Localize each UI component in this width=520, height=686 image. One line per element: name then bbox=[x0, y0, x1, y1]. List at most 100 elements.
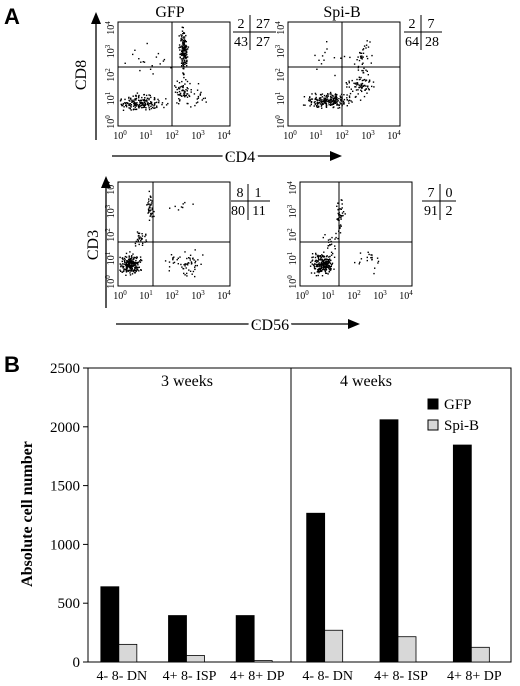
event-dot bbox=[186, 80, 189, 83]
event-dot bbox=[205, 101, 207, 103]
event-dot bbox=[341, 203, 343, 205]
event-dot bbox=[128, 103, 130, 105]
event-dot bbox=[120, 270, 122, 272]
event-dot bbox=[318, 264, 320, 266]
event-dot bbox=[346, 86, 348, 88]
event-dot bbox=[185, 57, 187, 60]
event-dot bbox=[366, 55, 368, 58]
event-dot bbox=[132, 264, 135, 266]
event-dot bbox=[346, 83, 348, 85]
event-dot bbox=[343, 94, 345, 96]
event-dot bbox=[182, 72, 185, 75]
event-dot bbox=[330, 97, 332, 99]
event-dot bbox=[363, 45, 366, 47]
event-dot bbox=[151, 207, 153, 209]
event-dot bbox=[178, 86, 180, 89]
event-dot bbox=[137, 232, 140, 234]
event-dot bbox=[334, 248, 336, 250]
event-dot bbox=[125, 269, 127, 272]
event-dot bbox=[125, 268, 128, 270]
event-dot bbox=[141, 238, 143, 240]
event-dot bbox=[187, 88, 189, 90]
event-dot bbox=[139, 100, 141, 102]
event-dot bbox=[170, 254, 173, 256]
event-dot bbox=[151, 103, 153, 106]
event-dot bbox=[126, 260, 129, 262]
event-dot bbox=[327, 259, 330, 261]
event-dot bbox=[150, 107, 153, 110]
event-dot bbox=[321, 255, 324, 257]
event-dot bbox=[135, 259, 137, 262]
event-dot bbox=[189, 257, 191, 259]
event-dot bbox=[194, 104, 196, 107]
event-dot bbox=[357, 56, 359, 58]
event-dot bbox=[326, 255, 328, 257]
event-dot bbox=[156, 101, 158, 104]
event-dot bbox=[371, 256, 373, 259]
event-dot bbox=[349, 56, 351, 59]
event-dot bbox=[328, 267, 330, 270]
event-dot bbox=[323, 97, 325, 99]
legend-label-gfp: GFP bbox=[444, 397, 472, 413]
event-dot bbox=[342, 102, 345, 104]
y-tick-label: 101 bbox=[274, 91, 287, 105]
event-dot bbox=[362, 49, 364, 51]
event-dot bbox=[144, 97, 146, 99]
event-dot bbox=[184, 39, 186, 42]
event-dot bbox=[348, 82, 350, 84]
event-dot bbox=[321, 254, 323, 256]
event-dot bbox=[192, 258, 194, 260]
event-dot bbox=[326, 258, 328, 261]
event-dot bbox=[319, 267, 321, 269]
event-dot bbox=[355, 89, 358, 91]
event-dot bbox=[185, 263, 187, 266]
event-dot bbox=[136, 269, 138, 272]
event-dot bbox=[131, 273, 134, 275]
event-dot bbox=[132, 265, 134, 267]
event-dot bbox=[335, 100, 337, 102]
event-dot bbox=[327, 95, 329, 98]
event-dot bbox=[183, 60, 185, 62]
event-dot bbox=[130, 265, 133, 267]
y-tick-label: 104 bbox=[104, 181, 117, 195]
event-dot bbox=[339, 103, 342, 105]
event-dot bbox=[335, 94, 337, 96]
event-dot bbox=[129, 262, 132, 264]
event-dot bbox=[321, 93, 324, 95]
event-dot bbox=[303, 96, 306, 98]
event-dot bbox=[361, 55, 363, 57]
event-dot bbox=[178, 35, 180, 37]
event-dot bbox=[135, 270, 137, 273]
event-dot bbox=[335, 236, 337, 239]
event-dot bbox=[182, 37, 184, 39]
event-dot bbox=[141, 107, 143, 109]
event-dot bbox=[373, 86, 375, 88]
event-dot bbox=[318, 268, 320, 270]
chart-frame bbox=[87, 367, 512, 663]
event-dot bbox=[330, 104, 332, 106]
event-dot bbox=[320, 267, 322, 269]
event-dot bbox=[325, 105, 328, 108]
event-dot bbox=[128, 256, 130, 258]
event-dot bbox=[321, 104, 323, 106]
event-dot bbox=[133, 104, 136, 106]
event-dot bbox=[133, 103, 136, 105]
x-tick-label: 102 bbox=[347, 289, 361, 302]
event-dot bbox=[328, 261, 330, 263]
event-dot bbox=[362, 79, 365, 81]
event-dot bbox=[328, 102, 330, 104]
event-dot bbox=[129, 274, 132, 276]
event-dot bbox=[315, 265, 318, 268]
event-dot bbox=[183, 36, 186, 38]
event-dot bbox=[155, 56, 158, 58]
event-dot bbox=[182, 63, 184, 65]
event-dot bbox=[366, 256, 368, 259]
event-dot bbox=[149, 195, 152, 197]
event-dot bbox=[130, 256, 133, 258]
y-tick-label: 2000 bbox=[50, 420, 80, 436]
event-dot bbox=[330, 265, 332, 268]
event-dot bbox=[172, 262, 175, 264]
event-dot bbox=[187, 48, 189, 50]
event-dot bbox=[331, 94, 333, 97]
